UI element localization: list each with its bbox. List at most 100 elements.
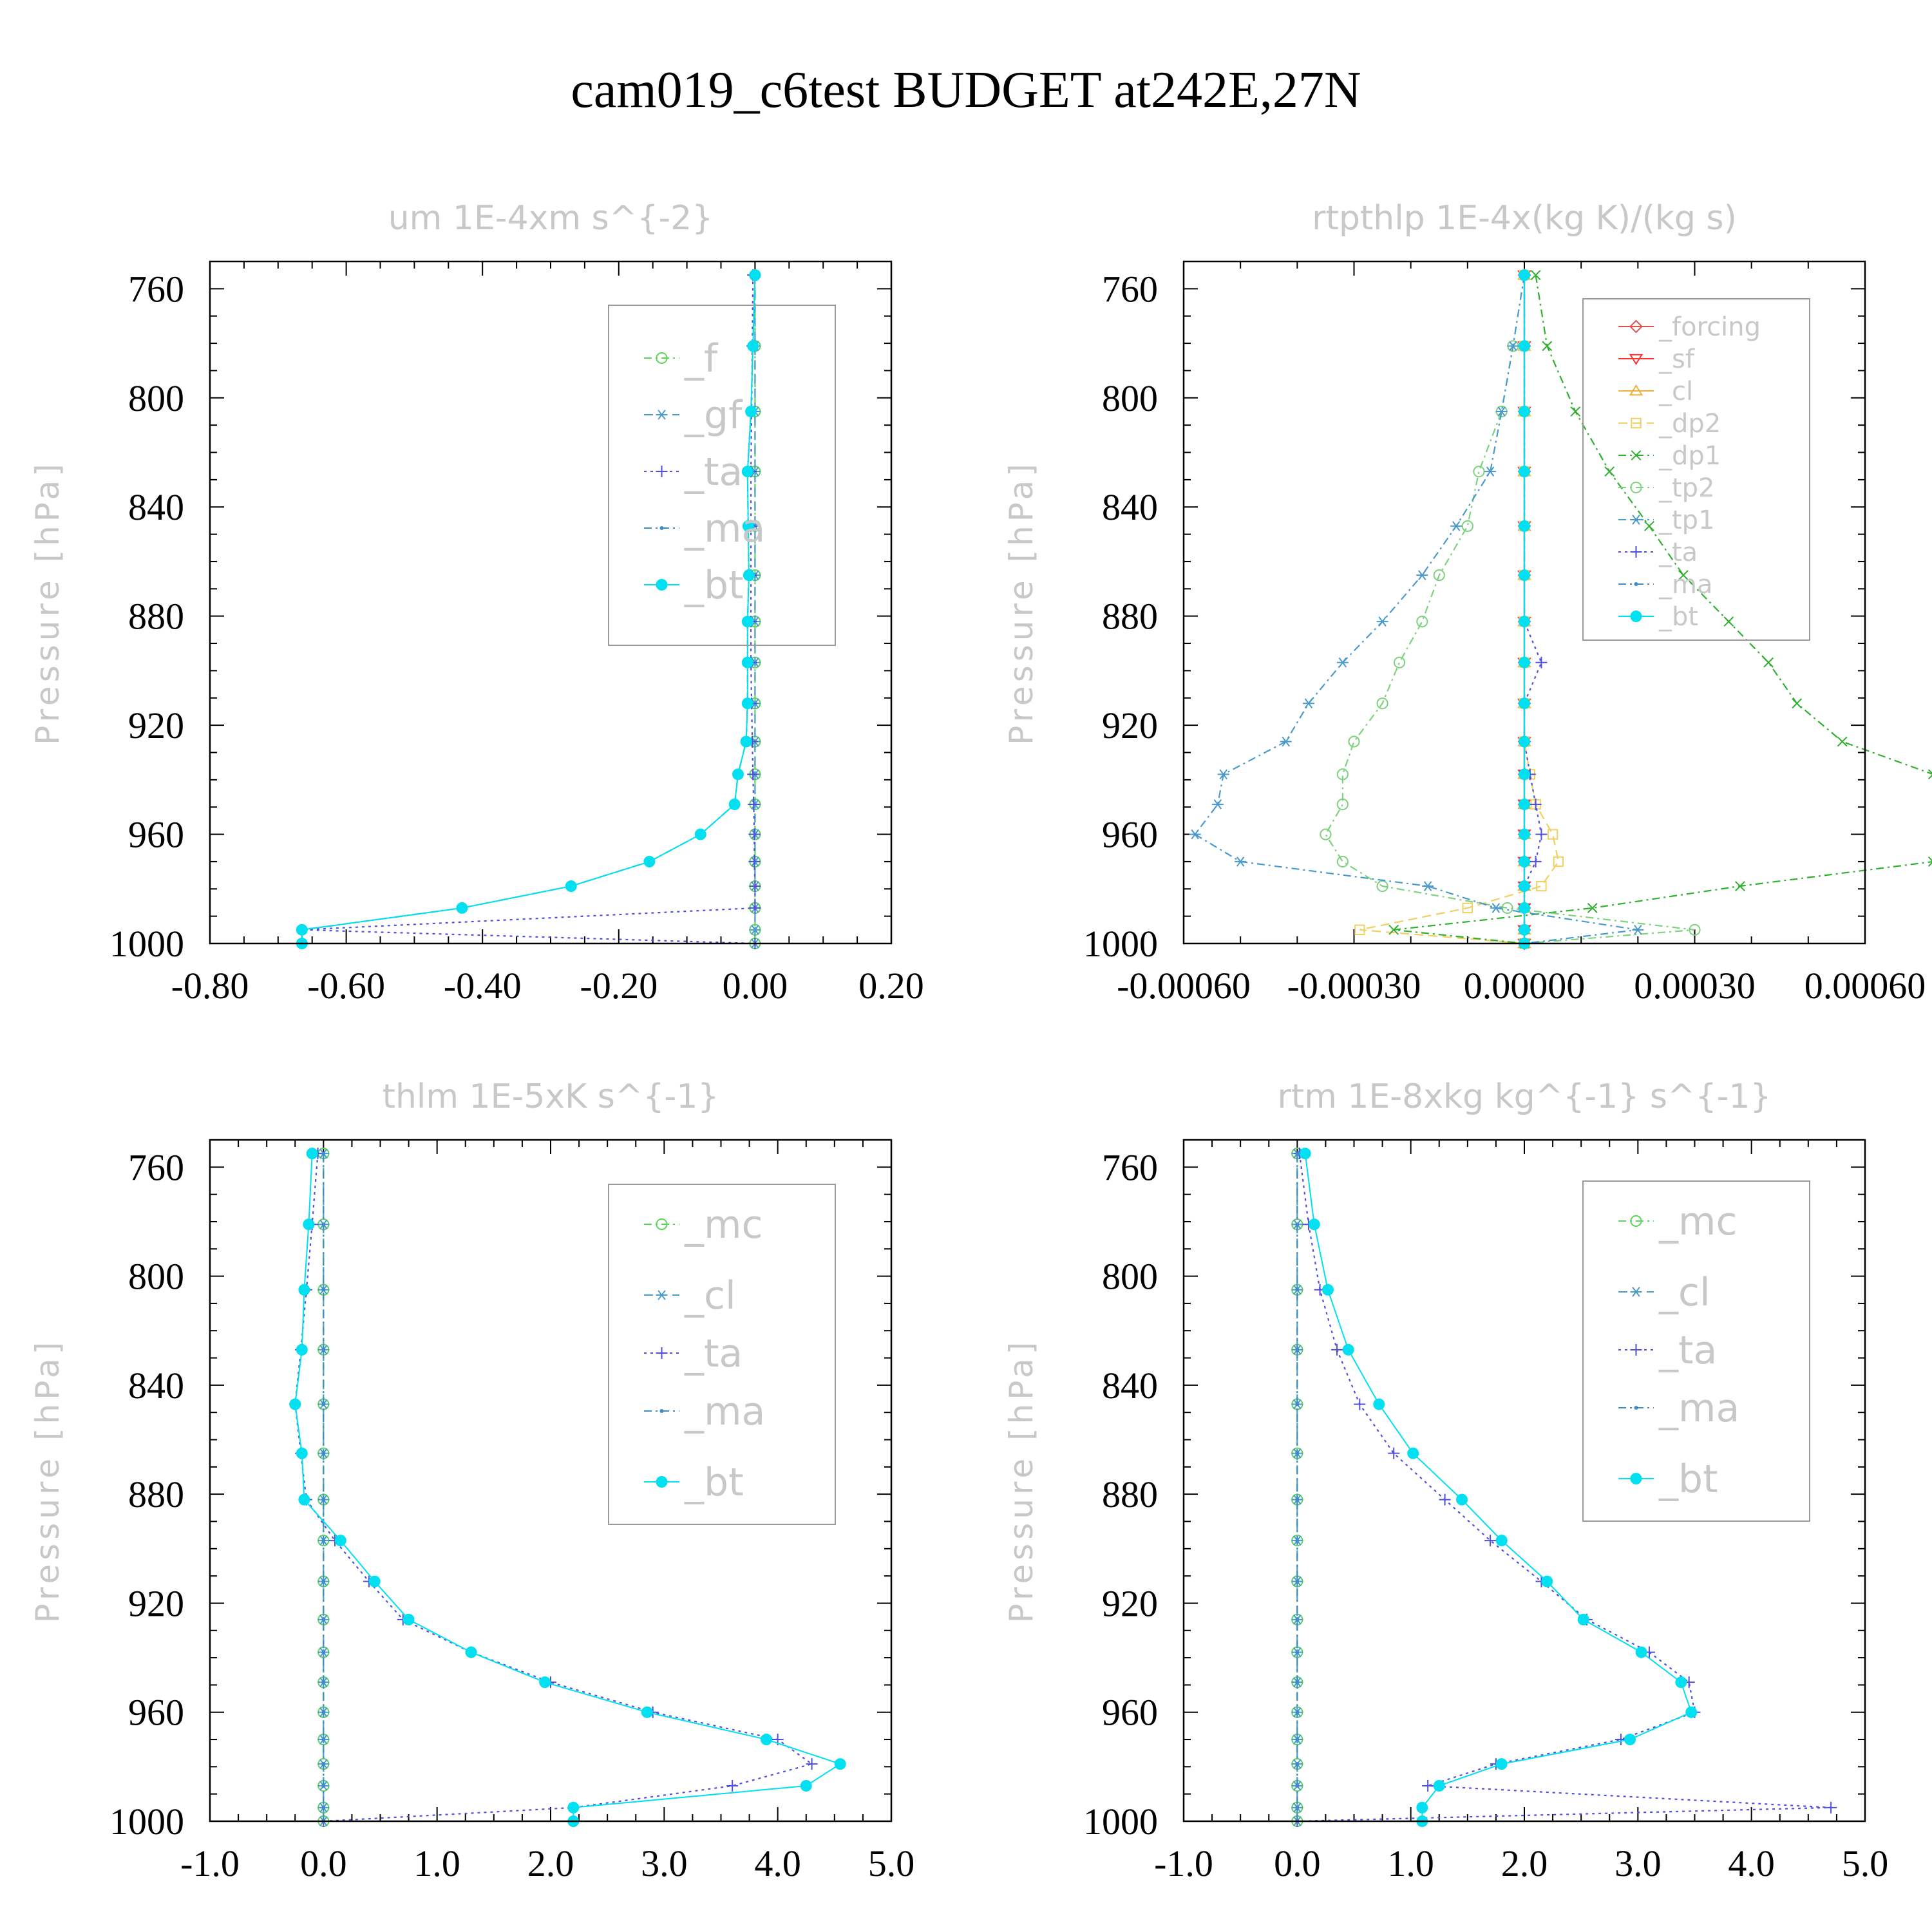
y-tick-label: 840 (128, 1365, 184, 1406)
data-point (1519, 405, 1530, 417)
data-point (402, 1613, 415, 1625)
legend-entry: _bt (644, 1460, 744, 1505)
data-point (748, 828, 761, 840)
legend-label: _bt (684, 1460, 744, 1505)
data-point (1570, 406, 1581, 417)
y-tick-label: 960 (1102, 814, 1158, 856)
plot-frame (1182, 1139, 1866, 1823)
x-tick-label: 5.0 (868, 1842, 915, 1884)
legend-label: _dp2 (1658, 409, 1721, 439)
x-tick-label: 0.00 (723, 965, 788, 1007)
data-point (1723, 616, 1734, 627)
data-point (1295, 1497, 1300, 1502)
data-point (303, 1218, 315, 1231)
data-point (1354, 924, 1365, 936)
legend-label: _ma (684, 506, 765, 551)
data-point (1519, 855, 1530, 867)
y-tick-label: 760 (128, 1146, 184, 1188)
data-point (1235, 857, 1247, 867)
data-point (1450, 521, 1463, 531)
y-tick-label: 880 (128, 596, 184, 638)
data-point (1519, 798, 1530, 810)
legend-box (1582, 1180, 1810, 1522)
data-point (1295, 1762, 1300, 1766)
data-point (1490, 903, 1502, 913)
data-point (1336, 798, 1349, 811)
data-point (1320, 828, 1332, 840)
data-point (1295, 1451, 1300, 1455)
data-point (1635, 1646, 1647, 1658)
data-point (741, 466, 753, 478)
data-point (1336, 768, 1349, 781)
legend-entry: _dp1 (1618, 441, 1721, 471)
y-tick-label: 1000 (109, 923, 184, 965)
series-tp2 (1320, 269, 1701, 950)
x-tick-label: 0.00060 (1804, 965, 1926, 1007)
legend-marker (656, 466, 668, 477)
legend-marker (1630, 1215, 1642, 1227)
legend-label: _ma (1658, 1386, 1739, 1431)
data-point (306, 1148, 318, 1160)
data-point (321, 1451, 326, 1455)
data-point (1336, 657, 1349, 668)
series-dp2 (1354, 269, 1564, 949)
legend-box (608, 1184, 836, 1525)
data-point (641, 1706, 653, 1718)
y-tick-label: 1000 (109, 1801, 184, 1842)
legend-entry: _gf (644, 393, 743, 438)
data-point (1495, 1535, 1508, 1547)
data-point (321, 1617, 326, 1622)
legend-marker (1631, 450, 1642, 460)
legend-entry: _mc (644, 1202, 762, 1247)
legend-label: _forcing (1658, 312, 1761, 342)
legend-label: _dp1 (1658, 441, 1721, 471)
legend-entry: _cl (644, 1273, 736, 1318)
data-point (1295, 1805, 1300, 1810)
data-point (321, 1539, 326, 1543)
legend-marker (1630, 515, 1642, 525)
data-point (321, 1650, 326, 1654)
data-point (1422, 881, 1434, 891)
x-tick-label: -0.40 (444, 965, 522, 1007)
data-point (1644, 520, 1654, 531)
data-point (1507, 341, 1519, 352)
data-point (643, 855, 656, 867)
data-point (321, 1710, 326, 1714)
y-tick-label: 920 (1102, 1582, 1158, 1624)
legend-entry: _ma (644, 506, 765, 551)
data-point (748, 798, 760, 810)
series-ta (1519, 269, 1548, 949)
x-tick-label: -0.60 (307, 965, 385, 1007)
x-tick-label: -1.0 (180, 1842, 240, 1884)
series-line (1325, 275, 1695, 945)
data-point (296, 1447, 308, 1459)
data-point (1587, 903, 1598, 913)
y-tick-label: 880 (1102, 596, 1158, 638)
data-point (1604, 466, 1615, 477)
data-point (1530, 855, 1542, 867)
data-point (1536, 880, 1547, 892)
data-point (1927, 769, 1932, 780)
data-point (749, 269, 761, 281)
data-point (1331, 1343, 1343, 1356)
legend-label: _bt (1658, 602, 1698, 632)
data-point (1519, 520, 1530, 532)
legend-label: _gf (684, 393, 743, 438)
data-point (1735, 881, 1745, 891)
series-tp1 (1189, 270, 1644, 949)
data-point (761, 1734, 773, 1746)
data-point (1295, 1710, 1300, 1714)
y-tick-label: 800 (1102, 377, 1158, 419)
data-point (1519, 569, 1530, 582)
plot-frame (209, 1139, 893, 1823)
data-point (368, 1575, 381, 1587)
data-point (1342, 1343, 1354, 1356)
y-tick-label: 920 (128, 1582, 184, 1624)
data-point (321, 1783, 326, 1788)
legend-entry: _bt (1618, 602, 1698, 632)
data-point (741, 616, 753, 628)
data-point (1321, 1283, 1334, 1296)
y-tick-label: 760 (128, 268, 184, 310)
data-point (1547, 829, 1558, 840)
data-point (1553, 856, 1564, 867)
